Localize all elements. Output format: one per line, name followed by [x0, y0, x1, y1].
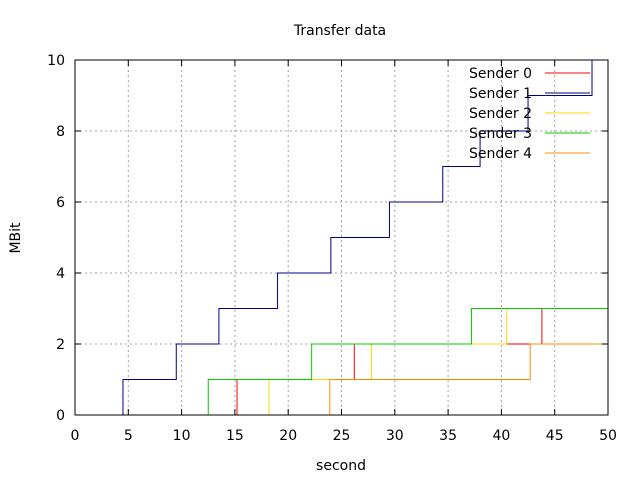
series-group	[122, 60, 608, 415]
x-tick-label: 35	[439, 428, 457, 444]
y-tick-label: 2	[56, 337, 65, 353]
x-tick-label: 40	[492, 428, 510, 444]
legend-label: Sender 1	[469, 86, 532, 102]
x-tick-label: 25	[333, 428, 351, 444]
x-tick-label: 45	[546, 428, 564, 444]
x-axis-label: second	[316, 458, 366, 474]
x-tick-label: 10	[173, 428, 191, 444]
x-tick-label: 20	[279, 428, 297, 444]
x-tick-label: 50	[599, 428, 617, 444]
series-line-sender-4	[329, 343, 608, 415]
y-tick-label: 10	[47, 53, 65, 69]
x-tick-label: 5	[124, 428, 133, 444]
x-tick-label: 15	[226, 428, 244, 444]
y-tick-label: 8	[56, 124, 65, 140]
y-tick-label: 4	[56, 266, 65, 282]
series-line-sender-3	[207, 308, 608, 415]
y-axis-label: MBit	[8, 222, 24, 254]
y-tick-label: 0	[56, 408, 65, 424]
y-tick-label: 6	[56, 195, 65, 211]
legend-label: Sender 0	[469, 66, 532, 82]
legend: Sender 0 Sender 1 Sender 2 Sender 3 Sender 4	[469, 66, 590, 162]
series-line-sender-1	[122, 60, 593, 415]
ticks: 0 5 10 15 20 25 30 35 40 45 50 0 2 4 6 8 10	[47, 53, 617, 444]
x-tick-label: 0	[71, 428, 80, 444]
legend-label: Sender 2	[469, 106, 532, 122]
legend-label: Sender 3	[469, 126, 532, 142]
legend-label: Sender 4	[469, 146, 532, 162]
chart-title: Transfer data	[293, 23, 386, 39]
x-tick-label: 30	[386, 428, 404, 444]
